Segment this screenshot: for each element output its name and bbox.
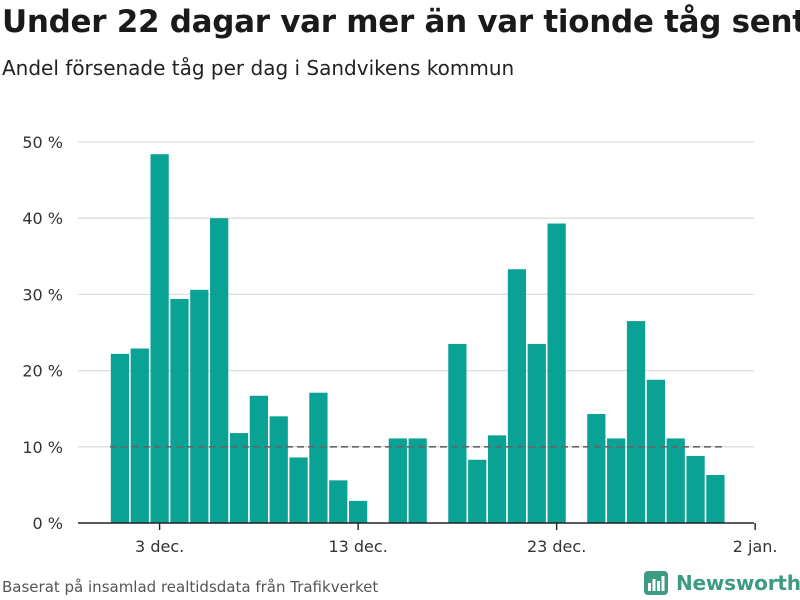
x-tick-label: 23 dec. (527, 537, 586, 556)
bar-2018-12-30 (686, 455, 705, 523)
bar-2018-12-05 (190, 289, 209, 523)
bar-2018-12-10 (289, 457, 308, 523)
bar-2018-12-02 (130, 348, 149, 523)
bar-2018-12-26 (607, 438, 626, 523)
bar-2018-12-12 (329, 480, 348, 523)
bar-2018-12-08 (249, 395, 268, 523)
brand-name: Newsworthy (676, 571, 800, 595)
chart-subtitle: Andel försenade tåg per dag i Sandvikens… (2, 56, 515, 80)
bar-2018-12-27 (626, 321, 646, 523)
bar-2018-12-21 (507, 269, 527, 523)
source-note: Baserat på insamlad realtidsdata från Tr… (2, 578, 379, 596)
y-tick-label: 50 % (22, 133, 63, 152)
bar-2018-12-03 (150, 154, 169, 523)
y-tick-label: 10 % (22, 438, 63, 457)
bar-2018-12-15 (388, 438, 407, 523)
bar-2018-12-19 (468, 459, 487, 523)
bar-2018-12-28 (646, 379, 665, 523)
bar-2018-12-22 (527, 343, 546, 523)
bar-2018-12-07 (229, 433, 249, 523)
bar-2018-12-11 (309, 392, 328, 523)
bar-2018-12-04 (170, 298, 189, 523)
y-tick-label: 20 % (22, 362, 63, 381)
bar-2018-12-06 (210, 218, 229, 523)
bar-2018-12-31 (706, 474, 725, 523)
bar-2018-12-20 (487, 435, 507, 523)
bar-chart-logo-icon (644, 571, 668, 595)
bar-2018-12-25 (587, 414, 606, 523)
bar-2018-12-16 (408, 438, 427, 523)
y-tick-label: 30 % (22, 285, 63, 304)
bar-2018-12-09 (269, 416, 288, 523)
y-tick-label: 40 % (22, 209, 63, 228)
y-tick-label: 0 % (33, 514, 63, 533)
x-tick-label: 3 dec. (135, 537, 184, 556)
x-tick-label: 2 jan. (733, 537, 778, 556)
x-tick-label: 13 dec. (328, 537, 387, 556)
chart-title: Under 22 dagar var mer än var tionde tåg… (2, 4, 800, 40)
bar-2018-12-18 (448, 343, 467, 523)
brand-logo[interactable]: Newsworthy (644, 569, 800, 597)
bar-2018-12-23 (547, 223, 566, 523)
bar-2018-12-13 (349, 500, 368, 523)
bar-2018-12-01 (110, 353, 130, 523)
bar-2018-12-29 (666, 438, 685, 523)
